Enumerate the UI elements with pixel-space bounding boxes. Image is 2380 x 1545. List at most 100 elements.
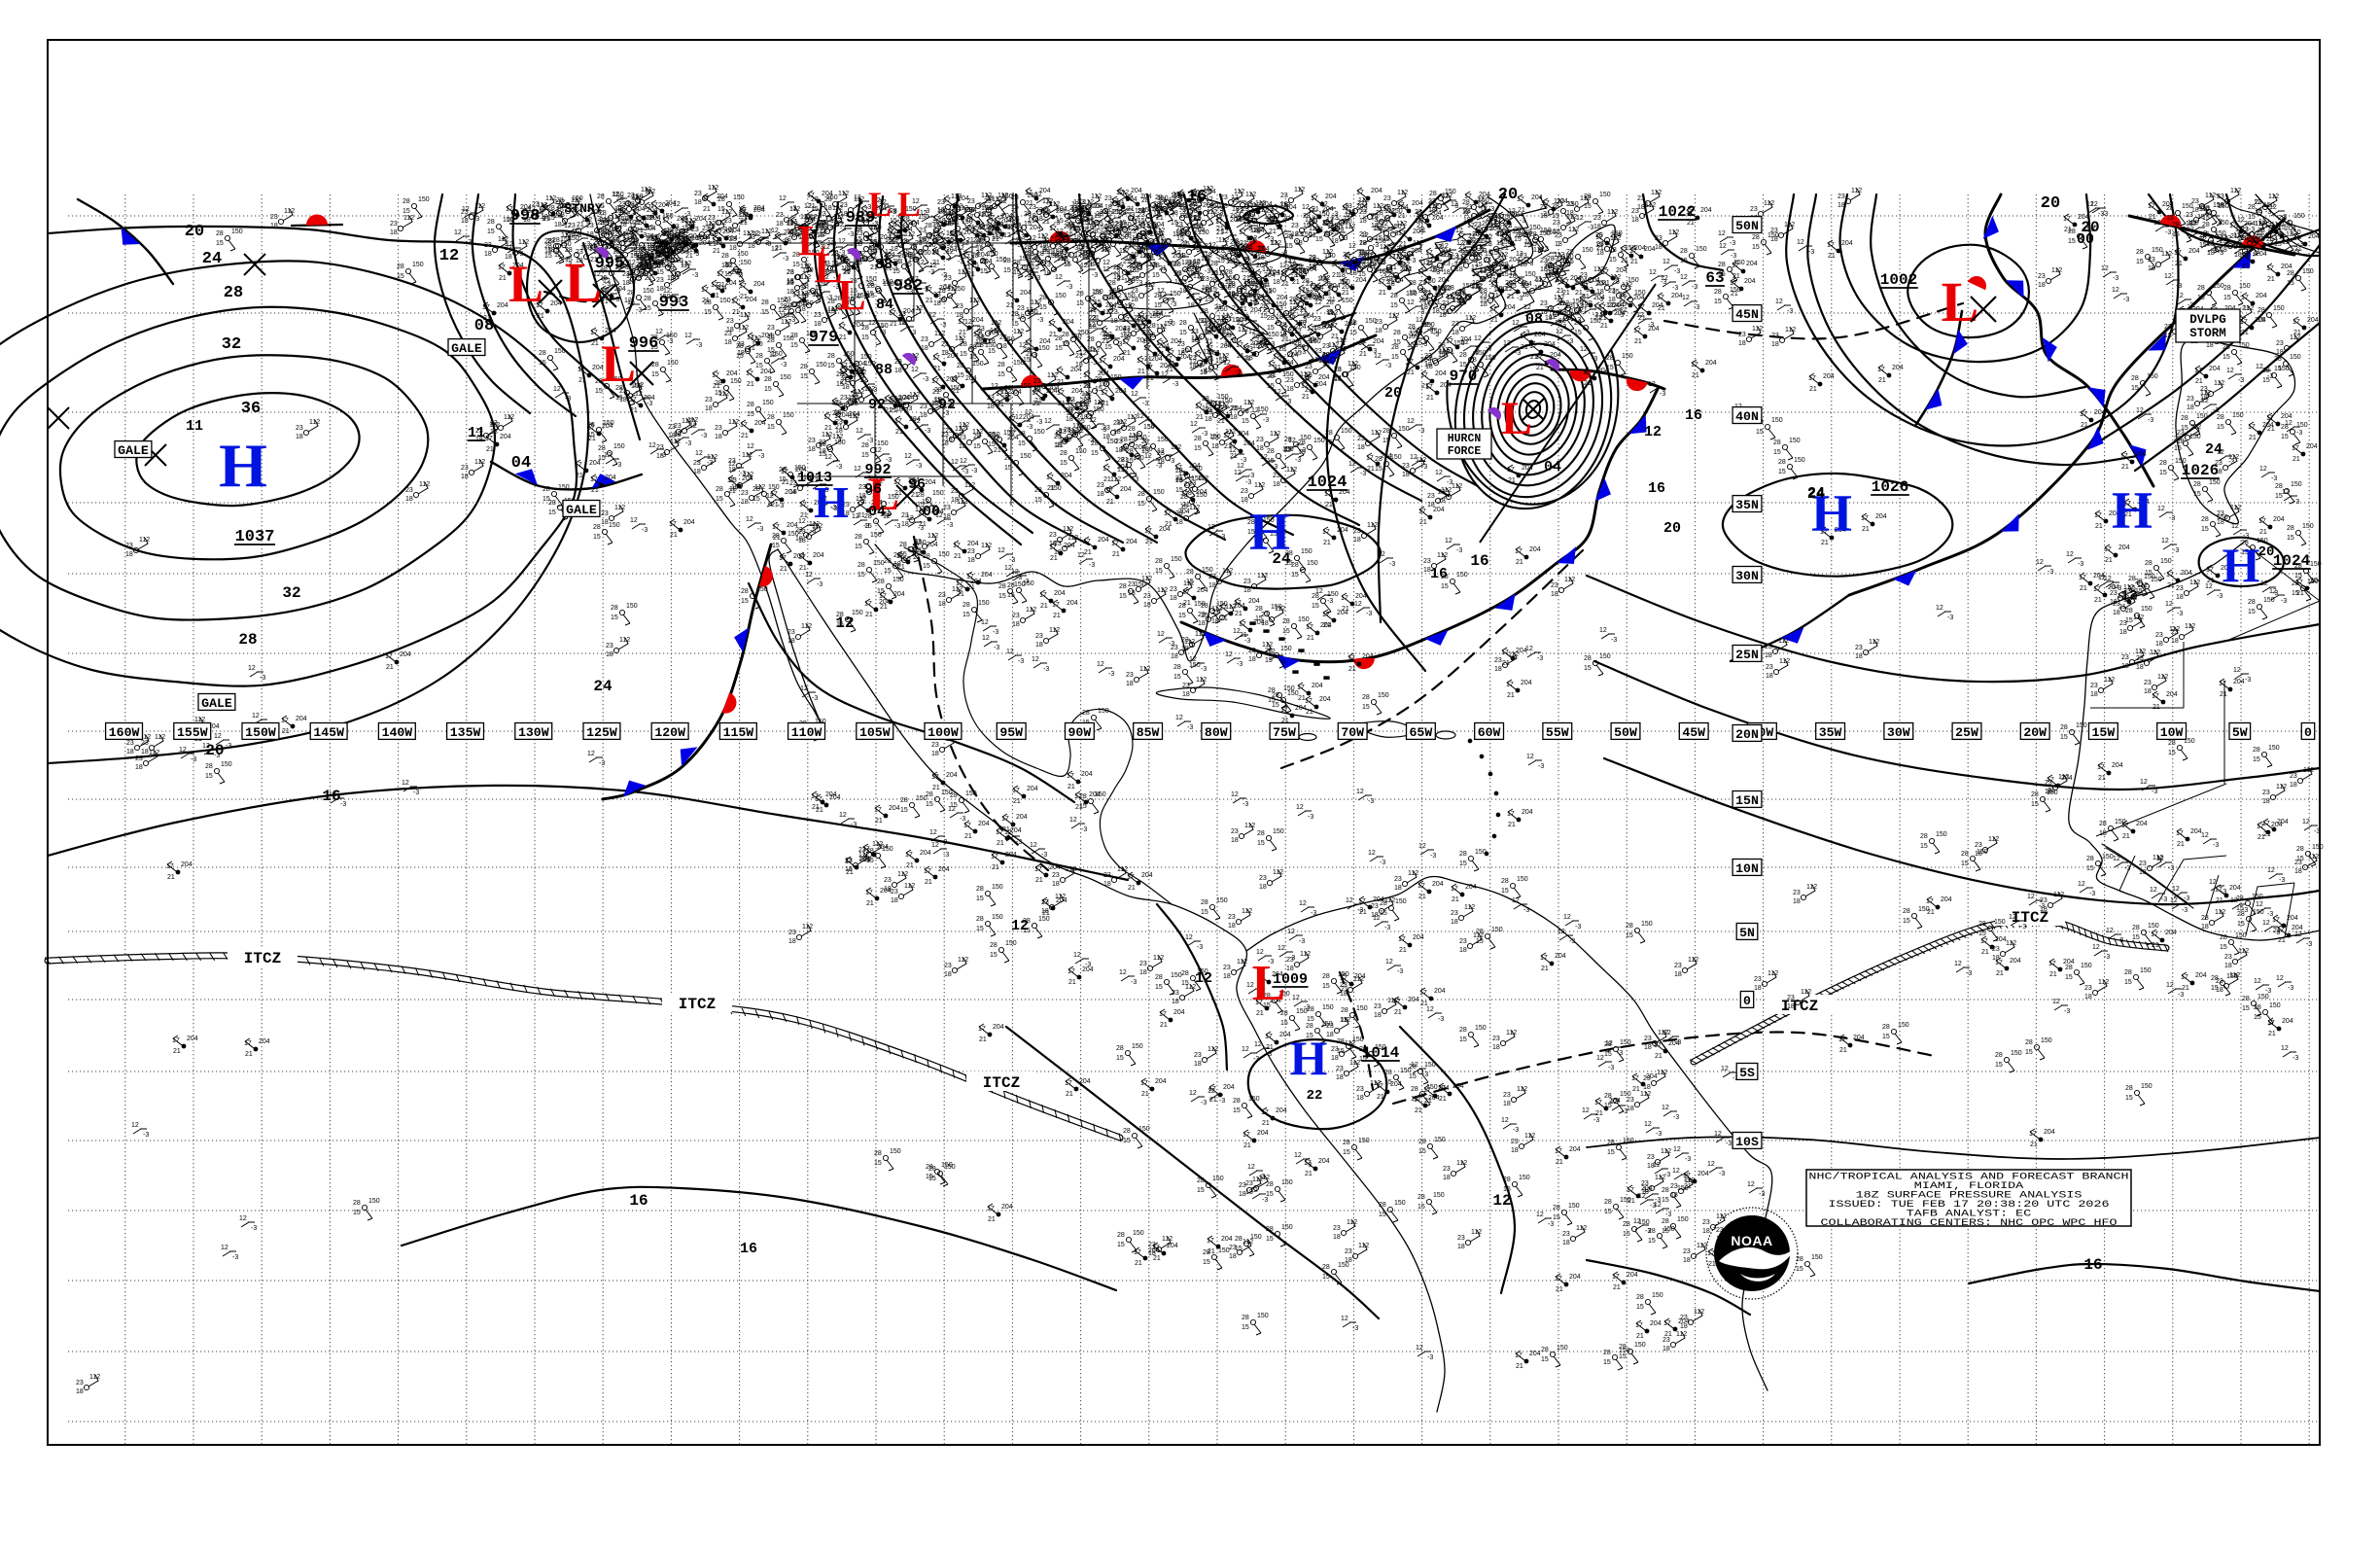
svg-text:150W: 150W xyxy=(245,725,276,740)
svg-text:1024: 1024 xyxy=(2273,552,2311,570)
svg-text:22: 22 xyxy=(1307,1088,1323,1104)
svg-text:12: 12 xyxy=(1011,918,1029,934)
svg-text:115W: 115W xyxy=(723,725,754,740)
svg-text:20: 20 xyxy=(2258,544,2275,560)
svg-text:12: 12 xyxy=(439,247,459,265)
svg-text:STORM: STORM xyxy=(2189,327,2226,340)
svg-text:GALE: GALE xyxy=(451,341,482,356)
svg-text:12: 12 xyxy=(1644,424,1662,440)
svg-text:80W: 80W xyxy=(1205,725,1228,740)
svg-text:GALE: GALE xyxy=(201,696,232,711)
svg-text:90W: 90W xyxy=(1068,725,1092,740)
svg-text:28: 28 xyxy=(224,284,243,302)
svg-text:28: 28 xyxy=(238,631,257,649)
svg-text:ITCZ: ITCZ xyxy=(983,1074,1020,1092)
svg-text:04: 04 xyxy=(511,454,531,473)
svg-text:08: 08 xyxy=(474,317,494,335)
svg-text:75W: 75W xyxy=(1273,725,1296,740)
svg-text:100W: 100W xyxy=(928,725,959,740)
svg-text:NOAA: NOAA xyxy=(1731,1233,1772,1248)
svg-text:55W: 55W xyxy=(1546,725,1569,740)
svg-text:GALE: GALE xyxy=(566,503,597,517)
svg-text:125W: 125W xyxy=(586,725,617,740)
svg-text:16: 16 xyxy=(2083,1256,2102,1274)
svg-text:32: 32 xyxy=(282,584,300,602)
svg-text:32: 32 xyxy=(222,335,241,354)
svg-text:12: 12 xyxy=(1195,970,1212,987)
svg-text:L: L xyxy=(837,271,865,319)
svg-text:ITCZ: ITCZ xyxy=(679,996,716,1013)
svg-text:24: 24 xyxy=(1272,550,1291,568)
svg-text:11: 11 xyxy=(468,425,485,441)
svg-text:STNRY: STNRY xyxy=(564,201,602,216)
svg-text:08: 08 xyxy=(1525,311,1543,328)
svg-text:15N: 15N xyxy=(1735,793,1759,808)
svg-text:12: 12 xyxy=(835,614,854,632)
svg-text:H: H xyxy=(2112,481,2152,540)
svg-text:20: 20 xyxy=(1498,186,1518,204)
svg-text:105W: 105W xyxy=(859,725,891,740)
svg-text:96: 96 xyxy=(908,476,926,493)
svg-text:50W: 50W xyxy=(1614,725,1637,740)
svg-text:FORCE: FORCE xyxy=(1448,445,1482,458)
svg-text:24: 24 xyxy=(593,678,612,695)
svg-text:12: 12 xyxy=(2121,588,2138,604)
svg-text:45N: 45N xyxy=(1735,307,1759,322)
svg-text:63: 63 xyxy=(1705,269,1724,287)
svg-text:1013: 1013 xyxy=(797,470,832,486)
svg-text:H: H xyxy=(219,431,267,500)
svg-text:140W: 140W xyxy=(382,725,413,740)
svg-text:1014: 1014 xyxy=(1362,1044,1400,1062)
svg-text:16: 16 xyxy=(1430,566,1448,582)
svg-text:16: 16 xyxy=(322,788,340,805)
svg-text:85W: 85W xyxy=(1137,725,1160,740)
svg-text:1026: 1026 xyxy=(1872,478,1908,496)
svg-text:40N: 40N xyxy=(1735,409,1759,424)
svg-text:96: 96 xyxy=(864,481,882,498)
svg-text:155W: 155W xyxy=(177,725,208,740)
svg-text:0: 0 xyxy=(1743,994,1751,1008)
svg-text:88: 88 xyxy=(875,362,892,378)
svg-text:L: L xyxy=(1501,393,1532,444)
svg-text:10N: 10N xyxy=(1735,861,1759,876)
svg-text:30W: 30W xyxy=(1887,725,1910,740)
svg-text:24: 24 xyxy=(202,250,222,268)
svg-text:160W: 160W xyxy=(109,725,140,740)
svg-text:65W: 65W xyxy=(1410,725,1433,740)
svg-text:COLLABORATING CENTERS: NHC OPC: COLLABORATING CENTERS: NHC OPC WPC HFO xyxy=(1820,1217,2117,1229)
svg-text:H: H xyxy=(1290,1031,1328,1085)
svg-text:20: 20 xyxy=(2041,194,2060,213)
svg-text:5S: 5S xyxy=(1739,1066,1755,1080)
svg-text:DVLPG: DVLPG xyxy=(2189,313,2226,327)
svg-text:L: L xyxy=(897,185,921,224)
svg-text:L: L xyxy=(1942,270,1979,334)
svg-text:16: 16 xyxy=(740,1241,757,1257)
svg-text:0: 0 xyxy=(2304,725,2312,740)
svg-text:15W: 15W xyxy=(2092,725,2116,740)
svg-text:92: 92 xyxy=(938,397,956,413)
svg-text:GALE: GALE xyxy=(118,443,149,458)
svg-text:5N: 5N xyxy=(1739,926,1755,940)
svg-text:24: 24 xyxy=(1807,485,1825,502)
svg-text:20N: 20N xyxy=(1735,727,1759,742)
svg-text:25N: 25N xyxy=(1735,648,1759,662)
svg-text:20W: 20W xyxy=(2023,725,2047,740)
svg-text:1022: 1022 xyxy=(1659,203,1696,221)
svg-text:110W: 110W xyxy=(791,725,822,740)
svg-text:10S: 10S xyxy=(1735,1135,1759,1149)
svg-text:1002: 1002 xyxy=(1880,271,1917,289)
svg-text:16: 16 xyxy=(1470,552,1488,570)
svg-text:84: 84 xyxy=(876,297,893,313)
svg-text:11: 11 xyxy=(186,418,203,435)
svg-text:970: 970 xyxy=(1450,368,1478,385)
svg-text:20: 20 xyxy=(1384,385,1402,402)
svg-text:95W: 95W xyxy=(999,725,1023,740)
svg-text:35W: 35W xyxy=(1819,725,1842,740)
svg-text:16: 16 xyxy=(1648,480,1665,497)
svg-text:16: 16 xyxy=(629,1192,648,1210)
svg-text:88: 88 xyxy=(875,257,892,273)
svg-text:130W: 130W xyxy=(518,725,549,740)
svg-text:92: 92 xyxy=(868,397,886,413)
svg-text:145W: 145W xyxy=(313,725,344,740)
svg-text:HURCN: HURCN xyxy=(1448,433,1482,445)
